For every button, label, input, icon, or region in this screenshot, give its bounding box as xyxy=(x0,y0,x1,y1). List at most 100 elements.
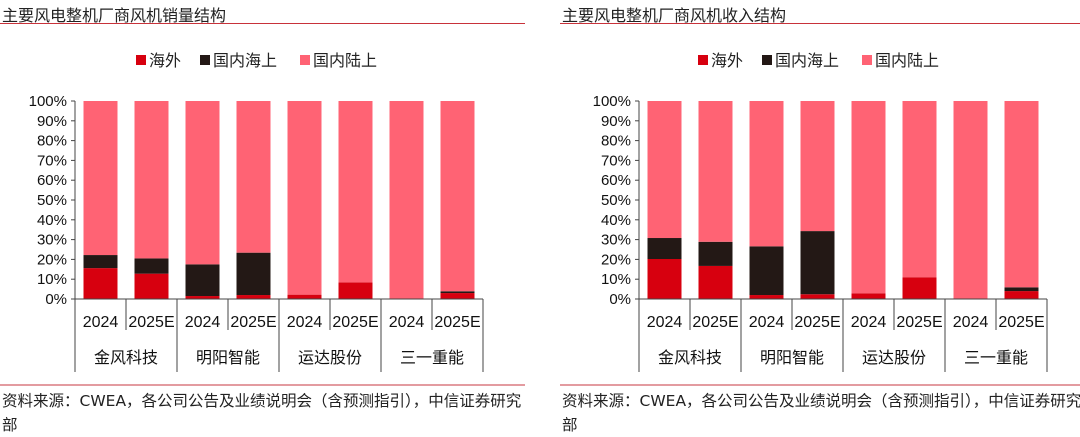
revenue-structure-chart: 海外 国内海上 国内陆上 0% 10% 20% 30% 40% 50% 60% 70% 80% 90% 1… xyxy=(593,52,1048,372)
bar-segment-0 xyxy=(800,294,835,299)
group-label: 三一重能 xyxy=(964,349,1028,367)
bar-segment-0 xyxy=(236,295,271,299)
legend-swatch-0 xyxy=(698,55,708,65)
legend-label: 海外 xyxy=(149,52,181,70)
bar-segment-0 xyxy=(440,293,475,299)
bar-segment-1 xyxy=(185,264,220,297)
legend-label: 国内海上 xyxy=(775,52,839,70)
source-note: 资料来源：CWEA，各公司公告及业绩说明会（含预测指引），中信证券研究部 xyxy=(2,392,522,434)
legend-swatch-1 xyxy=(762,55,772,65)
bar-segment-0 xyxy=(902,277,937,299)
x-tick-label: 2025E xyxy=(128,314,174,331)
group-label: 运达股份 xyxy=(862,349,926,367)
legend-swatch-1 xyxy=(200,55,210,65)
bar-segment-2 xyxy=(440,101,475,292)
bar-segment-2 xyxy=(134,101,169,259)
y-tick-label: 80% xyxy=(601,133,631,150)
group-label: 三一重能 xyxy=(400,349,464,367)
x-tick-label: 2024 xyxy=(749,314,785,331)
x-tick-label: 2024 xyxy=(851,314,887,331)
legend-label: 国内陆上 xyxy=(313,52,377,70)
bar-segment-2 xyxy=(953,101,988,299)
y-tick-label: 80% xyxy=(37,133,67,150)
y-tick-label: 0% xyxy=(609,291,631,308)
y-tick-label: 60% xyxy=(601,172,631,189)
bar-segment-2 xyxy=(338,101,373,283)
bar-segment-1 xyxy=(236,252,271,296)
bar-segment-1 xyxy=(134,258,169,274)
bar-segment-1 xyxy=(749,246,784,296)
group-label: 运达股份 xyxy=(298,349,362,367)
x-tick-label: 2025E xyxy=(434,314,480,331)
bar-segment-2 xyxy=(287,101,322,295)
legend-swatch-2 xyxy=(300,55,310,65)
bar-segment-1 xyxy=(440,291,475,294)
bar-segment-2 xyxy=(647,101,682,239)
bar-segment-2 xyxy=(185,101,220,265)
y-tick-label: 100% xyxy=(29,93,67,110)
x-tick-label: 2025E xyxy=(230,314,276,331)
y-tick-label: 50% xyxy=(37,192,67,209)
y-tick-label: 100% xyxy=(593,93,631,110)
bar-segment-0 xyxy=(1004,291,1039,299)
bar-segment-0 xyxy=(83,268,118,299)
y-tick-label: 30% xyxy=(37,232,67,249)
x-tick-label: 2025E xyxy=(998,314,1044,331)
y-tick-label: 70% xyxy=(37,152,67,169)
chart-title: 主要风电整机厂商风机收入结构 xyxy=(562,6,787,25)
y-tick-label: 70% xyxy=(601,152,631,169)
bar-segment-2 xyxy=(749,101,784,247)
legend-label: 国内海上 xyxy=(213,52,277,70)
group-label: 明阳智能 xyxy=(196,349,260,367)
bar-segment-2 xyxy=(698,101,733,242)
y-tick-label: 40% xyxy=(37,212,67,229)
bar-segment-0 xyxy=(338,282,373,299)
x-tick-label: 2025E xyxy=(332,314,378,331)
sales-structure-chart: 海外 国内海上 国内陆上 0% 10% 20% 30% 40% 50% 60% 70% 80% 90% 1… xyxy=(29,52,484,372)
sales-structure-chart-panel: 主要风电整机厂商风机销量结构 海外 国内海上 国内陆上 0% 10% 20% 30% 40% 5… xyxy=(0,0,525,434)
x-tick-label: 2024 xyxy=(83,314,119,331)
revenue-structure-chart-panel: 主要风电整机厂商风机收入结构 海外 国内海上 国内陆上 0% 10% 20% 30% 40% 5… xyxy=(560,0,1080,434)
legend-label: 国内陆上 xyxy=(875,52,939,70)
bar-segment-2 xyxy=(1004,101,1039,288)
bar-segment-0 xyxy=(647,259,682,299)
x-tick-label: 2025E xyxy=(794,314,840,331)
source-note: 资料来源：CWEA，各公司公告及业绩说明会（含预测指引），中信证券研究部 xyxy=(562,392,1080,434)
y-tick-label: 10% xyxy=(37,271,67,288)
x-tick-label: 2025E xyxy=(692,314,738,331)
y-tick-label: 90% xyxy=(601,113,631,130)
footer-divider xyxy=(0,384,525,386)
legend-swatch-2 xyxy=(862,55,872,65)
bar-segment-0 xyxy=(851,293,886,299)
group-label: 金风科技 xyxy=(94,349,158,367)
bar-segment-1 xyxy=(800,231,835,295)
bar-segment-0 xyxy=(749,295,784,299)
group-label: 金风科技 xyxy=(658,349,722,367)
legend-swatch-0 xyxy=(136,55,146,65)
bar-segment-2 xyxy=(236,101,271,253)
bar-segment-1 xyxy=(83,255,118,269)
x-tick-label: 2025E xyxy=(896,314,942,331)
x-tick-label: 2024 xyxy=(953,314,989,331)
y-tick-label: 60% xyxy=(37,172,67,189)
y-tick-label: 10% xyxy=(601,271,631,288)
y-tick-label: 0% xyxy=(45,291,67,308)
bar-segment-0 xyxy=(185,296,220,299)
group-label: 明阳智能 xyxy=(760,349,824,367)
bar-segment-1 xyxy=(1004,287,1039,292)
title-divider xyxy=(560,23,1080,24)
bar-segment-0 xyxy=(287,294,322,299)
y-tick-label: 40% xyxy=(601,212,631,229)
bar-segment-2 xyxy=(389,101,424,299)
x-tick-label: 2024 xyxy=(287,314,323,331)
y-tick-label: 90% xyxy=(37,113,67,130)
chart-title: 主要风电整机厂商风机销量结构 xyxy=(2,6,227,25)
legend-label: 海外 xyxy=(711,52,743,70)
x-tick-label: 2024 xyxy=(389,314,425,331)
bar-segment-0 xyxy=(698,265,733,299)
x-tick-label: 2024 xyxy=(647,314,683,331)
x-tick-label: 2024 xyxy=(185,314,221,331)
y-tick-label: 20% xyxy=(37,251,67,268)
bar-segment-2 xyxy=(902,101,937,278)
bar-segment-0 xyxy=(134,273,169,299)
